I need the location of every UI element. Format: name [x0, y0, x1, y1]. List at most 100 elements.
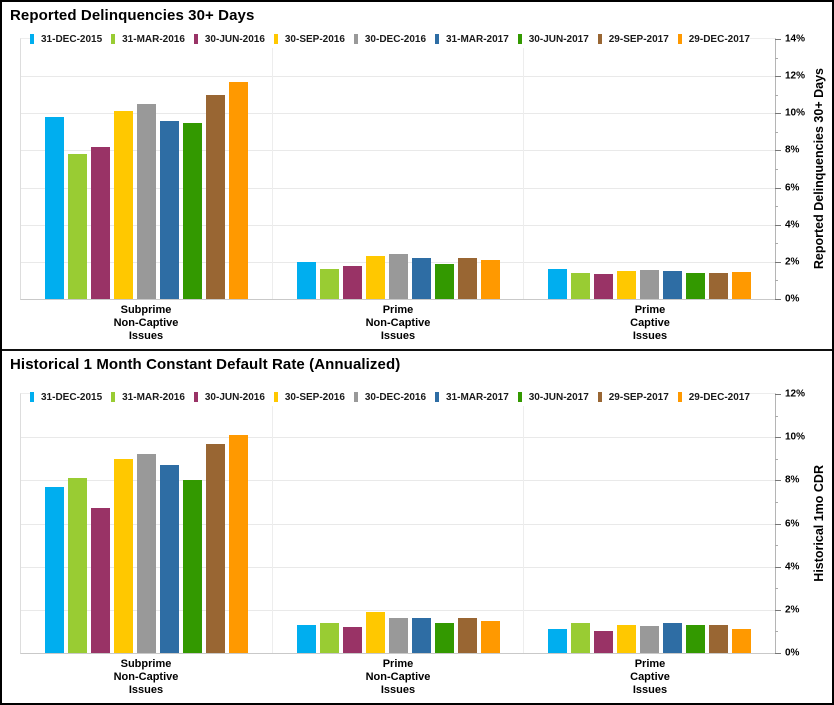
bar	[732, 272, 752, 299]
bar	[617, 624, 637, 653]
legend-marker-swatch	[434, 392, 439, 402]
y-tick-label: 2%	[785, 256, 800, 268]
category-labels: Subprime Non-Captive Issues Prime Non-Cap…	[20, 304, 776, 343]
y-tick-minor	[775, 631, 778, 633]
bar	[571, 273, 591, 299]
bar	[548, 629, 568, 653]
legend-item: 30-JUN-2016	[193, 33, 265, 45]
y-axis-title-text: Historical 1mo CDR	[812, 465, 826, 582]
legend-label: 31-MAR-2017	[445, 391, 509, 403]
legend-label: 30-JUN-2016	[204, 33, 265, 45]
legend-item: 29-SEP-2017	[597, 34, 669, 45]
bar-group	[271, 394, 524, 653]
bar	[342, 627, 362, 653]
legend: 31-DEC-2015 31-MAR-2016 30-JUN-2016 30-SEP-…	[30, 388, 750, 406]
bar	[182, 480, 202, 653]
bar	[663, 622, 683, 653]
chart-title: Reported Delinquencies 30+ Days	[10, 7, 255, 24]
legend-item: 31-MAR-2017	[434, 34, 509, 45]
legend-label: 29-SEP-2017	[608, 391, 669, 403]
bar	[319, 622, 339, 653]
y-tick-minor	[775, 131, 778, 133]
legend-marker-swatch	[193, 392, 198, 402]
legend-item: 30-DEC-2016	[353, 392, 426, 403]
bar	[686, 273, 706, 299]
category-label: Prime Captive Issues	[630, 658, 670, 696]
category-label: Prime Captive Issues	[630, 304, 670, 342]
bar	[159, 120, 179, 299]
bar	[136, 104, 156, 299]
chart-area: 0% 2% 4% 6% 8% 10% 12% 14%	[20, 34, 805, 305]
bar-group	[21, 394, 272, 653]
legend-label: 31-DEC-2015	[41, 33, 103, 45]
bar	[548, 269, 568, 299]
bar	[686, 624, 706, 653]
legend-label: 31-DEC-2015	[41, 391, 103, 403]
legend-item: 30-JUN-2016	[193, 392, 265, 403]
bar	[434, 263, 454, 299]
y-tick-minor	[775, 545, 778, 547]
y-tick-label: 10%	[785, 107, 806, 119]
bar	[44, 117, 64, 299]
legend-label: 30-JUN-2017	[528, 391, 589, 403]
gridline	[21, 609, 775, 611]
bar	[90, 146, 110, 299]
legend-item: 30-DEC-2016	[353, 34, 426, 45]
y-axis-title-text: Reported Delinquencies 30+ Days	[812, 68, 826, 270]
legend-marker-swatch	[193, 34, 198, 44]
legend-marker-swatch	[30, 34, 34, 44]
y-tick-minor	[775, 243, 778, 245]
y-tick-minor	[775, 458, 778, 460]
legend-marker-swatch	[597, 392, 602, 402]
legend-label: 31-MAR-2016	[122, 33, 185, 45]
gridline	[21, 437, 775, 439]
category-label: Prime Non-Captive Issues	[365, 304, 431, 342]
bar	[388, 254, 408, 299]
y-tick-major	[775, 437, 781, 439]
gridline	[21, 150, 775, 152]
legend-item: 31-MAR-2017	[434, 391, 509, 403]
gridline	[21, 113, 775, 115]
bar	[594, 273, 614, 299]
legend-item: 30-JUN-2017	[517, 391, 589, 403]
legend-marker-swatch	[677, 392, 682, 402]
legend-item: 30-JUN-2017	[517, 34, 589, 45]
y-axis-title: Reported Delinquencies 30+ Days	[808, 38, 830, 300]
y-tick-major	[775, 39, 781, 40]
y-tick-minor	[775, 206, 778, 208]
legend-label: 31-MAR-2016	[122, 391, 185, 403]
y-tick-label: 14%	[785, 33, 806, 45]
groups-row	[21, 39, 775, 299]
bar	[136, 454, 156, 653]
legend-item: 30-SEP-2016	[273, 392, 345, 403]
legend-marker-swatch	[111, 34, 116, 44]
bar	[434, 622, 454, 653]
gridline	[21, 566, 775, 568]
y-tick-minor	[775, 280, 778, 282]
legend-label: 29-DEC-2017	[688, 33, 750, 45]
bar-group	[523, 394, 775, 653]
bar	[594, 631, 614, 653]
bar	[67, 154, 87, 299]
y-tick-major	[775, 609, 781, 611]
legend-marker-swatch	[517, 392, 522, 402]
bar	[365, 612, 385, 653]
y-tick-label: 6%	[785, 182, 800, 194]
y-tick-label: 10%	[785, 431, 806, 443]
bar	[113, 458, 133, 653]
gridline	[21, 523, 775, 525]
bar	[388, 618, 408, 653]
y-tick-minor	[775, 169, 778, 170]
gridline	[21, 480, 775, 482]
bar	[411, 618, 431, 653]
bar	[365, 256, 385, 299]
legend-marker-swatch	[434, 34, 439, 44]
legend-item: 29-SEP-2017	[597, 391, 669, 403]
legend-item: 29-DEC-2017	[677, 392, 750, 403]
y-tick-major	[775, 566, 781, 568]
legend-item: 31-MAR-2016	[111, 34, 185, 45]
gridline	[21, 187, 775, 189]
y-tick-major	[775, 480, 781, 482]
y-tick-label: 12%	[785, 70, 806, 82]
